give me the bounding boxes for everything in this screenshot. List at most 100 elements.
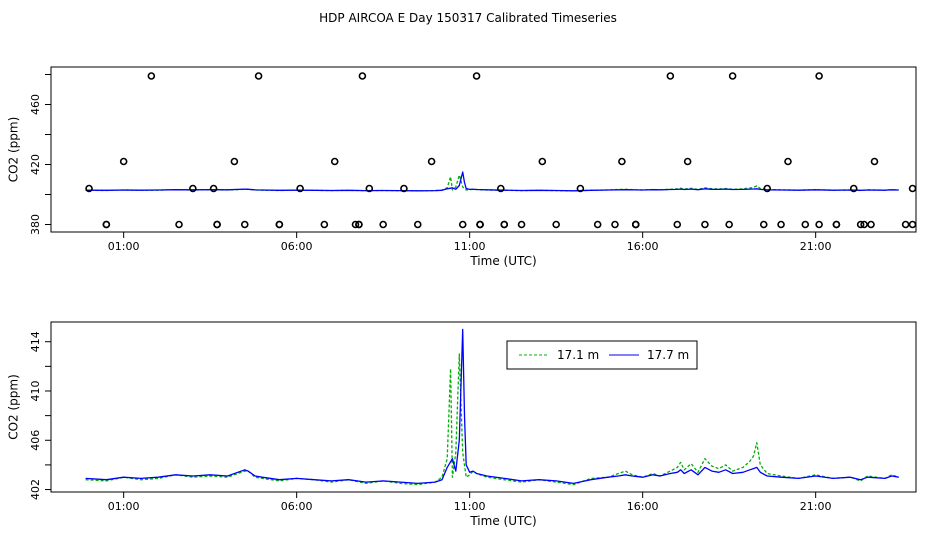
bottom-x-axis: 01:00 06:00 11:00 16:00 21:00 xyxy=(108,492,832,513)
calibration-point xyxy=(538,157,547,166)
legend-box xyxy=(506,340,698,370)
calibration-point xyxy=(908,220,917,229)
bottom-series-lines xyxy=(85,328,899,486)
calibration-point xyxy=(832,220,841,229)
top-series-lines xyxy=(85,171,899,192)
calibration-point xyxy=(908,184,917,193)
calibration-point xyxy=(85,184,93,193)
x-tick-label: 21:00 xyxy=(800,500,832,513)
calibration-point xyxy=(701,220,709,229)
calibration-point xyxy=(728,72,737,80)
legend-label-17-7: 17.7 m xyxy=(647,348,689,362)
calibration-point xyxy=(119,157,128,166)
series-line-17-1-m xyxy=(85,174,899,192)
calibration-point xyxy=(189,184,197,193)
x-tick-label: 01:00 xyxy=(108,240,140,253)
x-tick-label: 16:00 xyxy=(627,500,659,513)
calibration-point xyxy=(254,72,263,80)
calibration-point xyxy=(427,157,436,166)
x-tick-label: 21:00 xyxy=(800,240,832,253)
y-tick-label: 380 xyxy=(29,214,42,235)
calibration-point xyxy=(147,72,156,80)
calibration-point xyxy=(777,220,785,229)
bottom-panel: 01:00 06:00 11:00 16:00 21:00 402 406 410 414 T… xyxy=(7,321,917,528)
calibration-point xyxy=(413,220,422,229)
x-tick-label: 11:00 xyxy=(454,240,486,253)
calibration-point xyxy=(683,157,692,166)
y-tick-label: 410 xyxy=(29,380,42,401)
calibration-point xyxy=(801,220,810,229)
calibration-point xyxy=(867,220,875,229)
x-tick-label: 06:00 xyxy=(281,500,313,513)
calibration-point xyxy=(849,184,858,193)
calibration-point xyxy=(784,157,792,166)
y-tick-label: 420 xyxy=(29,154,42,175)
calibration-point xyxy=(576,184,585,193)
calibration-point xyxy=(102,220,111,229)
calibration-point xyxy=(358,72,367,80)
top-plot-frame xyxy=(50,66,917,233)
calibration-point xyxy=(593,220,602,229)
bottom-y-axis-label: CO2 (ppm) xyxy=(7,374,21,440)
series-line-17-7-m xyxy=(85,328,899,485)
calibration-point xyxy=(517,220,526,229)
top-x-axis-label: Time (UTC) xyxy=(469,254,536,268)
calibration-point xyxy=(355,220,363,229)
calibration-point xyxy=(763,184,772,193)
x-tick-label: 01:00 xyxy=(108,500,140,513)
calibration-point xyxy=(330,157,339,166)
calibration-point xyxy=(351,220,360,229)
calibration-point xyxy=(725,220,733,229)
calibration-point xyxy=(296,184,304,193)
calibration-point xyxy=(213,220,221,229)
legend: 17.1 m 17.7 m xyxy=(506,340,698,370)
legend-label-17-1: 17.1 m xyxy=(557,348,599,362)
calibration-point xyxy=(618,157,626,166)
calibration-point xyxy=(476,220,484,229)
y-tick-label: 414 xyxy=(29,331,42,352)
top-y-axis-label: CO2 (ppm) xyxy=(7,117,21,183)
calibration-point xyxy=(379,220,387,229)
series-line-17-1-m xyxy=(85,353,899,486)
calibration-point xyxy=(320,220,329,229)
calibration-point xyxy=(611,220,619,229)
top-panel: 01:00 06:00 11:00 16:00 21:00 380 420 460 Time… xyxy=(7,66,917,268)
calibration-point xyxy=(365,184,374,193)
calibration-point xyxy=(275,220,284,229)
calibration-point xyxy=(631,220,640,229)
calibration-point xyxy=(815,72,823,80)
bottom-y-axis: 402 406 410 414 xyxy=(29,331,51,500)
calibration-point xyxy=(472,72,481,80)
calibration-point xyxy=(496,184,505,193)
y-tick-label: 402 xyxy=(29,479,42,500)
calibration-point xyxy=(552,220,560,229)
calibration-point xyxy=(175,220,183,229)
series-line-17-7-m xyxy=(85,171,899,192)
calibration-point xyxy=(666,72,675,80)
bottom-x-axis-label: Time (UTC) xyxy=(469,514,536,528)
x-tick-label: 16:00 xyxy=(627,240,659,253)
calibration-point xyxy=(870,157,879,166)
calibration-point xyxy=(240,220,249,229)
figure-title: HDP AIRCOA E Day 150317 Calibrated Times… xyxy=(319,11,617,25)
calibration-point xyxy=(500,220,509,229)
top-x-axis: 01:00 06:00 11:00 16:00 21:00 xyxy=(108,232,832,253)
calibration-point xyxy=(856,220,865,229)
calibration-point xyxy=(901,220,910,229)
bottom-plot-frame xyxy=(50,321,917,493)
calibration-point xyxy=(860,220,868,229)
top-calibration-points xyxy=(85,72,917,229)
calibration-point xyxy=(458,220,467,229)
calibration-point xyxy=(230,157,239,166)
calibration-point xyxy=(400,184,408,193)
x-tick-label: 11:00 xyxy=(454,500,486,513)
calibration-point xyxy=(209,184,218,193)
y-tick-label: 406 xyxy=(29,430,42,451)
calibration-point xyxy=(759,220,768,229)
calibration-point xyxy=(673,220,682,229)
top-y-axis: 380 420 460 xyxy=(29,74,51,235)
x-tick-label: 06:00 xyxy=(281,240,313,253)
calibration-point xyxy=(815,220,823,229)
y-tick-label: 460 xyxy=(29,94,42,115)
